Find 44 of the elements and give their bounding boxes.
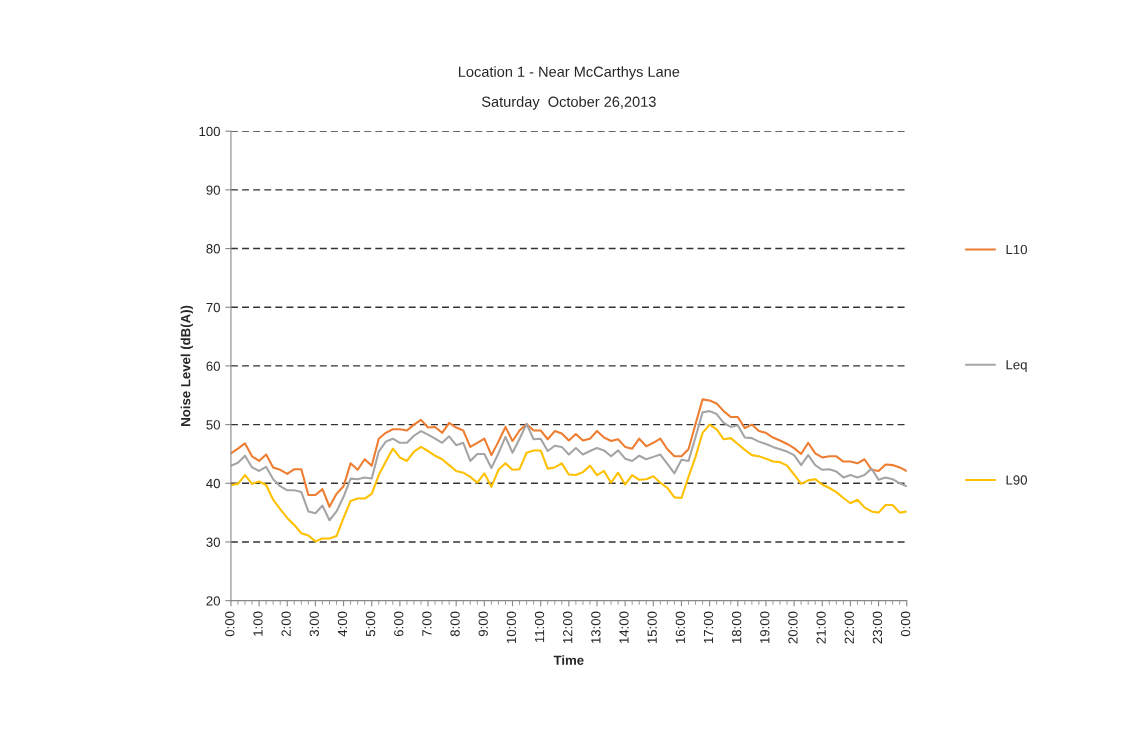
x-tick-label: 10:00 xyxy=(506,611,517,644)
x-tick-label: 14:00 xyxy=(619,611,629,644)
chart-subtitle: Saturday October 26,2013 xyxy=(481,96,656,110)
x-tick-label: 0:00 xyxy=(225,611,235,637)
x-tick-label: 11:00 xyxy=(534,611,545,643)
x-tick-label: 12:00 xyxy=(563,611,573,644)
y-tick-label: 90 xyxy=(206,185,220,195)
x-tick-label: 17:00 xyxy=(703,611,714,644)
x-tick-label: 15:00 xyxy=(647,611,657,644)
x-tick-label: 8:00 xyxy=(450,611,460,637)
y-tick-label: 70 xyxy=(206,302,220,313)
y-tick-label: 60 xyxy=(206,361,220,371)
x-tick-label: 20:00 xyxy=(788,611,798,644)
y-tick-label: 80 xyxy=(206,244,220,254)
x-tick-label: 4:00 xyxy=(337,611,348,637)
x-tick-label: 16:00 xyxy=(675,611,686,644)
y-tick-label: 40 xyxy=(206,478,220,489)
x-tick-label: 18:00 xyxy=(731,611,742,644)
x-tick-label: 19:00 xyxy=(760,611,770,644)
x-tick-label: 3:00 xyxy=(309,611,319,637)
y-axis-title: Noise Level (dB(A)) xyxy=(180,305,193,426)
x-tick-label: 6:00 xyxy=(394,611,404,637)
y-tick-label: 100 xyxy=(199,126,220,137)
x-tick-label: 21:00 xyxy=(816,611,826,644)
x-tick-label: 22:00 xyxy=(844,611,854,644)
line-series xyxy=(230,398,907,508)
line-series xyxy=(230,423,907,543)
x-tick-label: 0:00 xyxy=(900,611,911,637)
x-tick-label: 5:00 xyxy=(365,611,376,637)
legend-label: Leq xyxy=(1006,360,1027,373)
x-tick-label: 13:00 xyxy=(591,611,601,644)
line-series xyxy=(230,410,907,522)
legend-label: L90 xyxy=(1006,475,1027,485)
x-tick-label: 2:00 xyxy=(281,611,291,637)
legend-label: L10 xyxy=(1006,244,1027,255)
y-tick-label: 20 xyxy=(206,596,220,606)
x-tick-label: 23:00 xyxy=(872,611,883,644)
y-tick-label: 50 xyxy=(206,420,220,430)
chart-title: Location 1 - Near McCarthys Lane xyxy=(458,66,680,80)
x-tick-label: 7:00 xyxy=(422,611,432,637)
x-tick-label: 1:00 xyxy=(253,611,263,636)
x-tick-label: 9:00 xyxy=(478,611,488,637)
x-axis-title: Time xyxy=(553,655,584,665)
y-tick-label: 30 xyxy=(206,537,220,547)
